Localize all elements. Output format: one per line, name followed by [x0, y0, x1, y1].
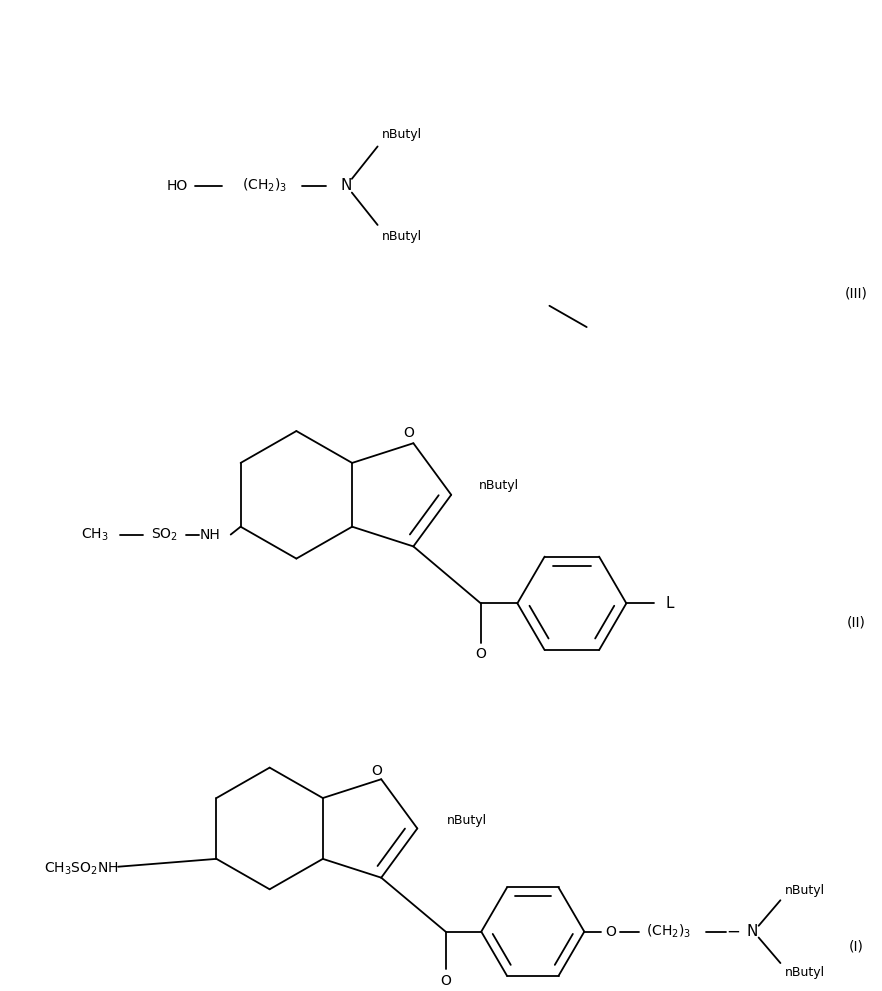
Text: HO: HO: [167, 178, 188, 192]
Text: O: O: [403, 426, 414, 440]
Text: nButyl: nButyl: [447, 814, 487, 827]
Text: −: −: [726, 923, 740, 940]
Text: (I): (I): [848, 939, 863, 953]
Text: (CH$_2$)$_3$: (CH$_2$)$_3$: [646, 923, 691, 940]
Text: N: N: [747, 925, 759, 939]
Text: nButyl: nButyl: [784, 884, 825, 897]
Text: N: N: [340, 178, 352, 193]
Text: (II): (II): [847, 615, 865, 629]
Text: (CH$_2$)$_3$: (CH$_2$)$_3$: [242, 177, 288, 194]
Text: L: L: [666, 596, 675, 610]
Text: nButyl: nButyl: [382, 128, 422, 141]
Text: (III): (III): [845, 286, 868, 300]
FancyBboxPatch shape: [476, 876, 589, 988]
Text: O: O: [370, 764, 382, 778]
Text: CH$_3$: CH$_3$: [81, 526, 108, 543]
Text: nButyl: nButyl: [382, 230, 422, 243]
Text: nButyl: nButyl: [479, 479, 519, 492]
Text: SO$_2$: SO$_2$: [151, 526, 178, 543]
Text: nButyl: nButyl: [784, 966, 825, 979]
Text: CH$_3$SO$_2$NH: CH$_3$SO$_2$NH: [44, 860, 118, 877]
Text: O: O: [606, 925, 617, 938]
Text: NH: NH: [200, 527, 220, 541]
Text: O: O: [475, 647, 486, 661]
Text: O: O: [440, 974, 451, 988]
